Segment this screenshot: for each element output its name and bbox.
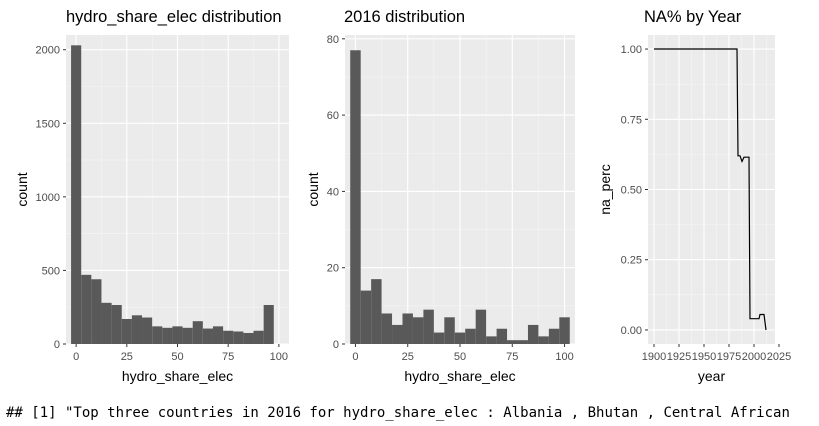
histogram-bar: [192, 321, 203, 344]
histogram-bar: [202, 328, 213, 344]
histogram-bar: [142, 317, 153, 344]
histogram-bar: [243, 332, 254, 344]
x-tick-label: 2025: [767, 351, 791, 363]
y-tick-label: 0.50: [621, 185, 642, 197]
y-tick-label: 80: [327, 34, 339, 46]
y-tick-label: 0.00: [621, 325, 642, 337]
histogram-bar: [81, 274, 92, 344]
histogram-bar: [496, 328, 508, 344]
histogram-bar: [381, 313, 393, 344]
y-tick-label: 0.25: [621, 255, 642, 267]
chart-panel-3: 1900 1925 1950 1975 2000 2025 0.00 0.25 0.50 0.75…: [597, 8, 791, 384]
y-tick-label: 0: [333, 339, 339, 351]
x-tick-label: 100: [555, 351, 573, 363]
histogram-bar: [402, 313, 413, 344]
chart-title: NA% by Year: [644, 8, 742, 26]
histogram-bar: [392, 324, 403, 344]
histogram-bar: [131, 315, 143, 344]
y-tick-label: 40: [327, 186, 339, 198]
histogram-bar: [360, 290, 372, 344]
histogram-bar: [350, 50, 361, 345]
histogram-bar: [465, 328, 476, 344]
x-tick-label: 75: [506, 351, 518, 363]
histogram-bar: [507, 340, 518, 344]
y-tick-label: 0: [54, 339, 60, 351]
histogram-bar: [253, 330, 264, 344]
console-output: ## [1] "Top three countries in 2016 for …: [6, 405, 790, 421]
histogram-bar: [527, 324, 539, 344]
histogram-bar: [101, 302, 112, 344]
x-tick-label: 50: [171, 351, 183, 363]
y-tick-label: 1.00: [621, 44, 642, 56]
x-tick-label: 75: [222, 351, 234, 363]
histogram-bar: [444, 317, 455, 344]
histogram-bar: [475, 309, 487, 344]
figure: 0 25 50 75 1000500100015002000hydro_share_el…: [14, 8, 791, 384]
y-axis-title: count: [14, 172, 30, 206]
histogram-bar: [91, 279, 102, 344]
chart-title: 2016 distribution: [344, 8, 465, 26]
histogram-bar: [433, 332, 445, 344]
x-tick-label: 25: [402, 351, 414, 363]
x-tick-label: 0: [73, 351, 79, 363]
histogram-bar: [162, 327, 173, 344]
histogram-bar: [233, 331, 244, 344]
y-tick-label: 1000: [36, 192, 60, 204]
histogram-bar: [152, 326, 163, 344]
x-tick-label: 1900: [642, 351, 666, 363]
histogram-bar: [111, 305, 122, 344]
x-tick-label: 0: [352, 351, 358, 363]
histogram-bar: [212, 326, 224, 344]
y-tick-label: 500: [42, 265, 60, 277]
y-tick-label: 60: [327, 110, 339, 122]
histogram-bar: [172, 326, 183, 344]
histogram-bar: [263, 305, 274, 344]
histogram-bar: [412, 317, 424, 344]
x-tick-label: 1975: [717, 351, 741, 363]
x-tick-label: 1925: [667, 351, 691, 363]
x-tick-label: 1950: [692, 351, 716, 363]
y-tick-label: 2000: [36, 45, 60, 57]
x-tick-label: 2000: [742, 351, 766, 363]
y-tick-label: 0.75: [621, 114, 642, 126]
histogram-bar: [121, 318, 132, 344]
na-percent-line: [654, 48, 767, 331]
histogram-bar: [182, 327, 193, 344]
chart-panel-2: 0 25 50 75 100 0 20 40 60 80 2016 distribution hydr…: [305, 8, 575, 384]
y-tick-label: 20: [327, 263, 339, 275]
x-axis-title: year: [698, 368, 726, 384]
chart-title: hydro_share_elec distribution: [66, 8, 282, 26]
x-tick-label: 100: [270, 351, 288, 363]
histogram-bar: [548, 328, 560, 344]
y-tick-label: 1500: [36, 118, 60, 130]
histogram-bar: [71, 45, 82, 345]
histogram-bar: [486, 336, 497, 344]
x-axis-title: hydro_share_elec: [122, 368, 233, 384]
histogram-bar: [538, 336, 549, 344]
histogram-bar: [559, 317, 570, 344]
histogram-bar: [423, 309, 434, 344]
y-axis-title: count: [305, 172, 321, 206]
x-tick-label: 50: [454, 351, 466, 363]
chart-panel-1: 0 25 50 75 1000500100015002000hydro_share_el…: [14, 8, 289, 384]
y-axis-title: na_perc: [597, 164, 613, 215]
histogram-bar: [223, 330, 234, 344]
histogram-bar: [517, 340, 528, 344]
x-axis-title: hydro_share_elec: [404, 368, 515, 384]
histogram-bar: [454, 332, 466, 344]
x-tick-label: 25: [121, 351, 133, 363]
histogram-bar: [371, 279, 382, 344]
